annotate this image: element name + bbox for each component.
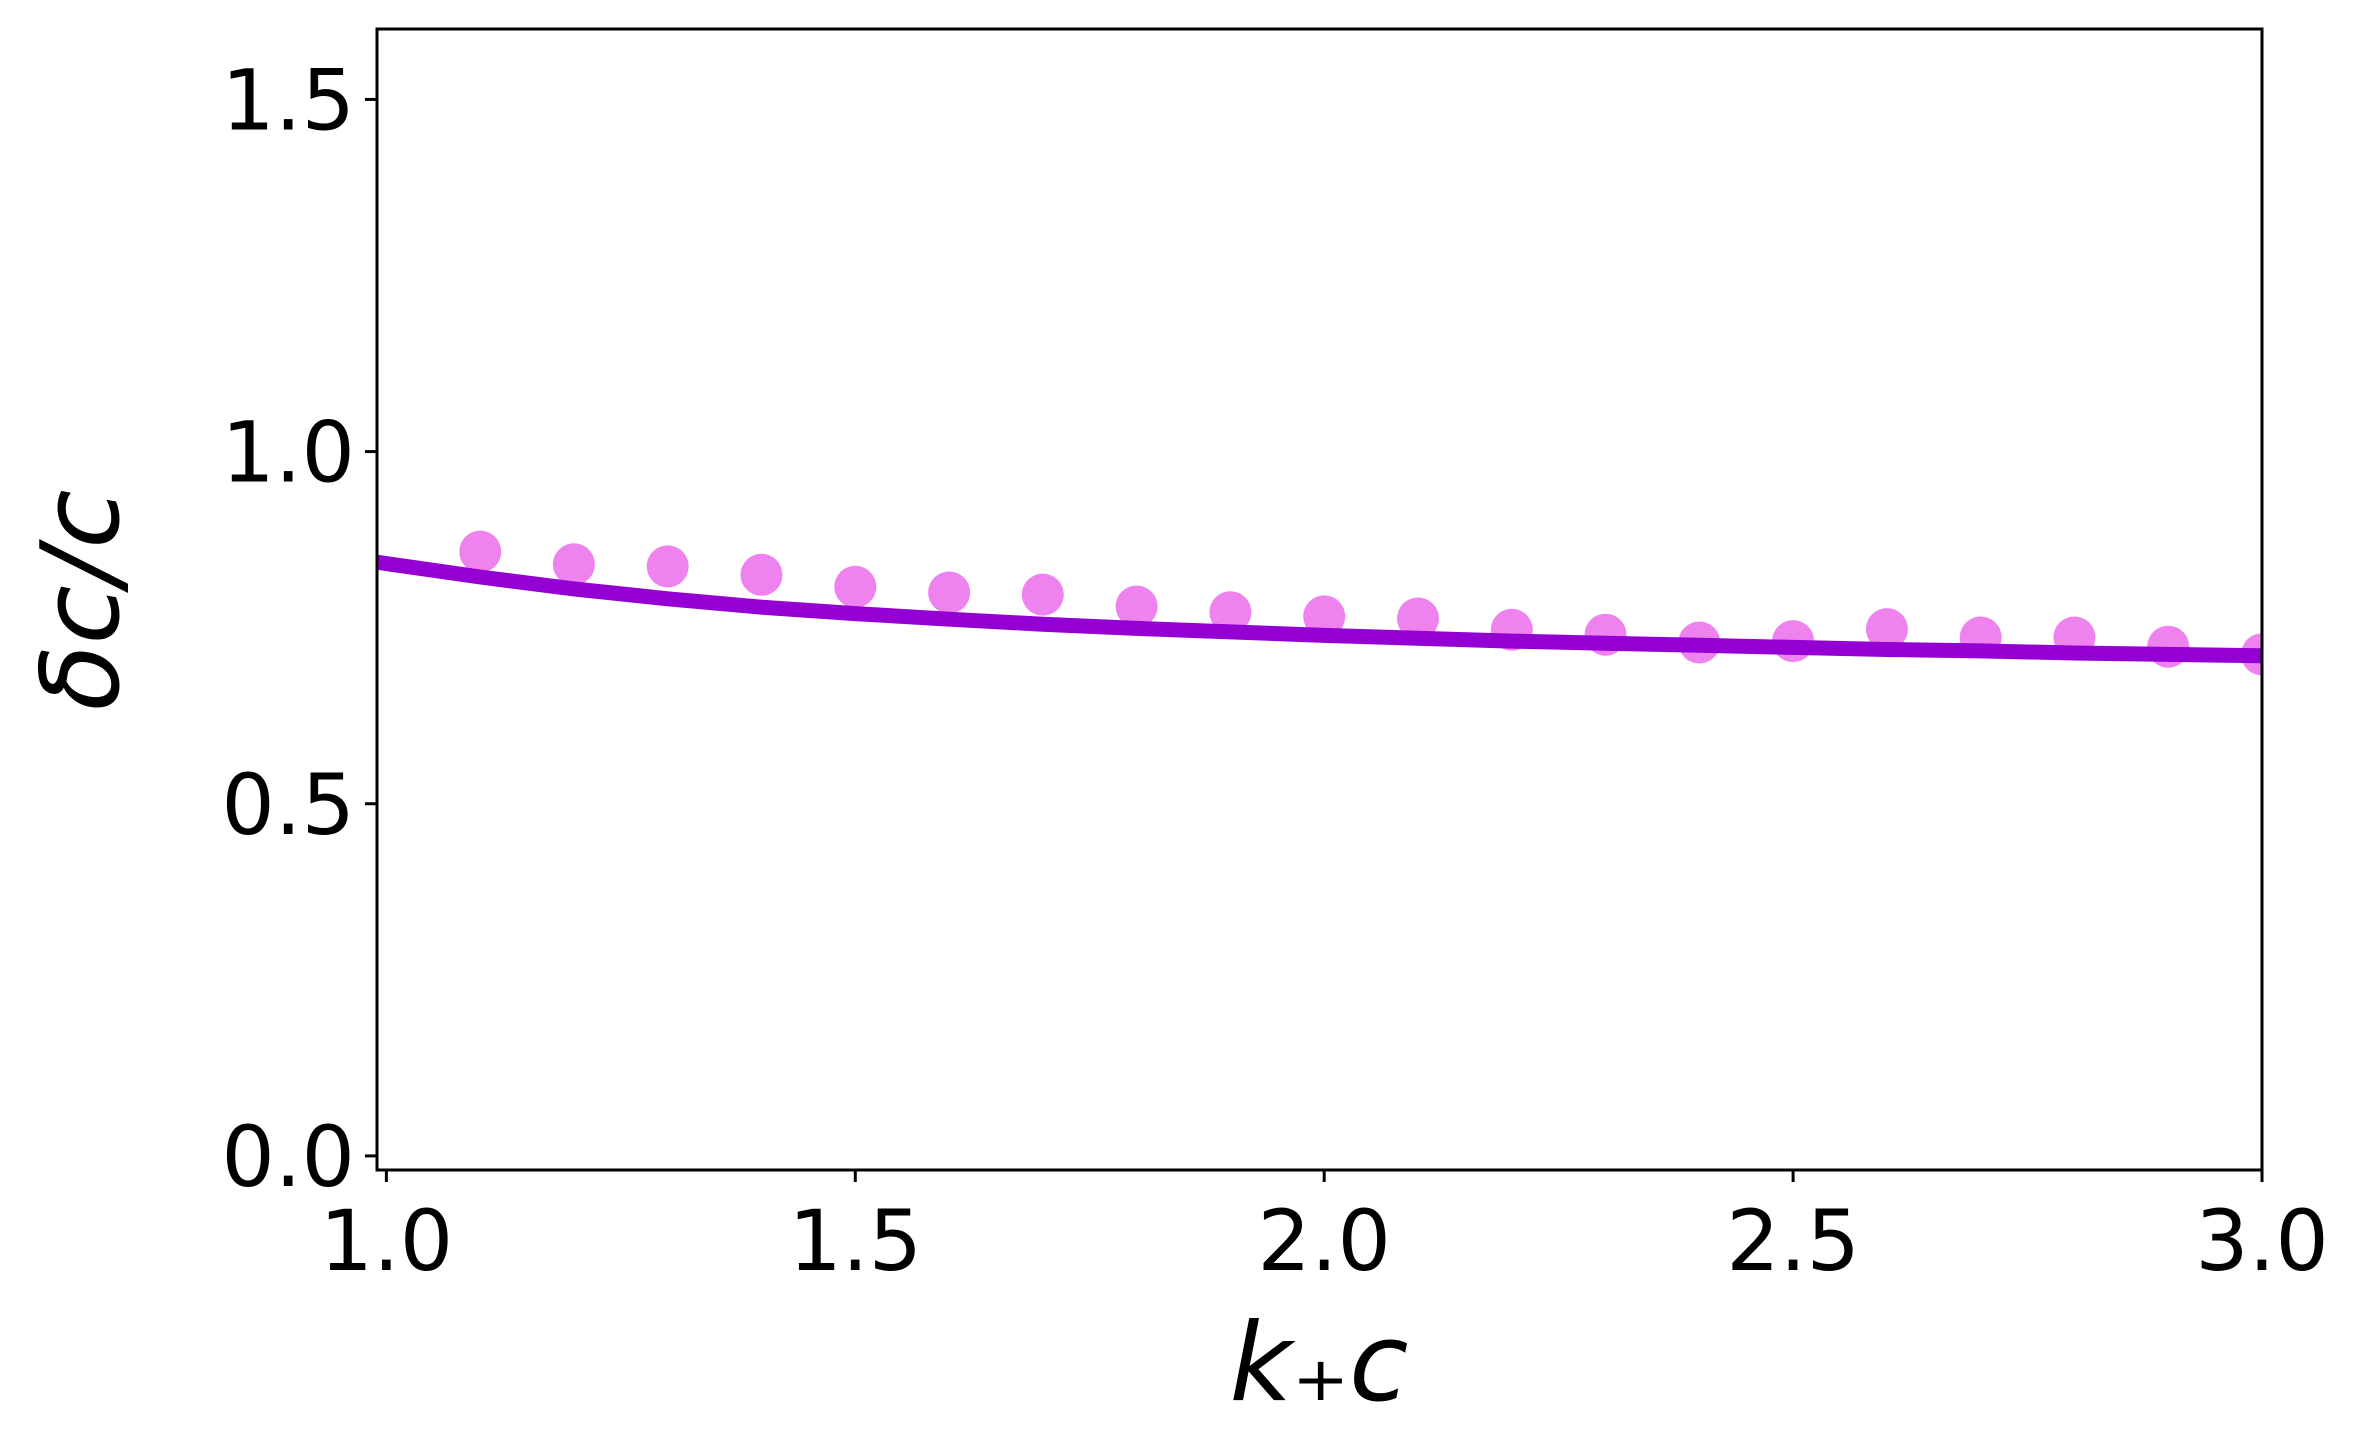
data-point [1209, 591, 1252, 634]
plot-frame [375, 27, 2264, 1172]
data-point [1021, 573, 1064, 616]
x-tick-label: 2.0 [1257, 1192, 1391, 1290]
y-tick-label: 0.0 [221, 1108, 355, 1206]
y-axis-label: δc/c [19, 489, 144, 710]
data-point [1115, 585, 1158, 628]
x-tick-label: 1.0 [320, 1192, 454, 1290]
data-point [1397, 597, 1439, 640]
data-point [1865, 608, 1908, 651]
x-tick-label: 3.0 [2195, 1192, 2329, 1290]
x-tick-label: 1.5 [788, 1192, 922, 1290]
data-point [928, 571, 971, 614]
data-point [646, 545, 689, 588]
y-tick-label: 1.5 [221, 51, 355, 149]
data-point [552, 543, 595, 586]
series-layer [377, 530, 2262, 676]
data-point [740, 553, 783, 596]
fit-curve [377, 554, 2262, 664]
y-tick-label: 1.0 [221, 404, 355, 502]
ticks-layer: 1.0 1.5 2.0 2.5 3.0 0.0 0.5 1.0 1.5 [221, 51, 2328, 1290]
x-axis-label: k₊c [1230, 1301, 1409, 1426]
x-tick-label: 2.5 [1726, 1192, 1860, 1290]
y-tick-label: 0.5 [221, 756, 355, 854]
data-point [459, 530, 502, 573]
data-point [1303, 595, 1346, 638]
data-point [834, 565, 877, 608]
